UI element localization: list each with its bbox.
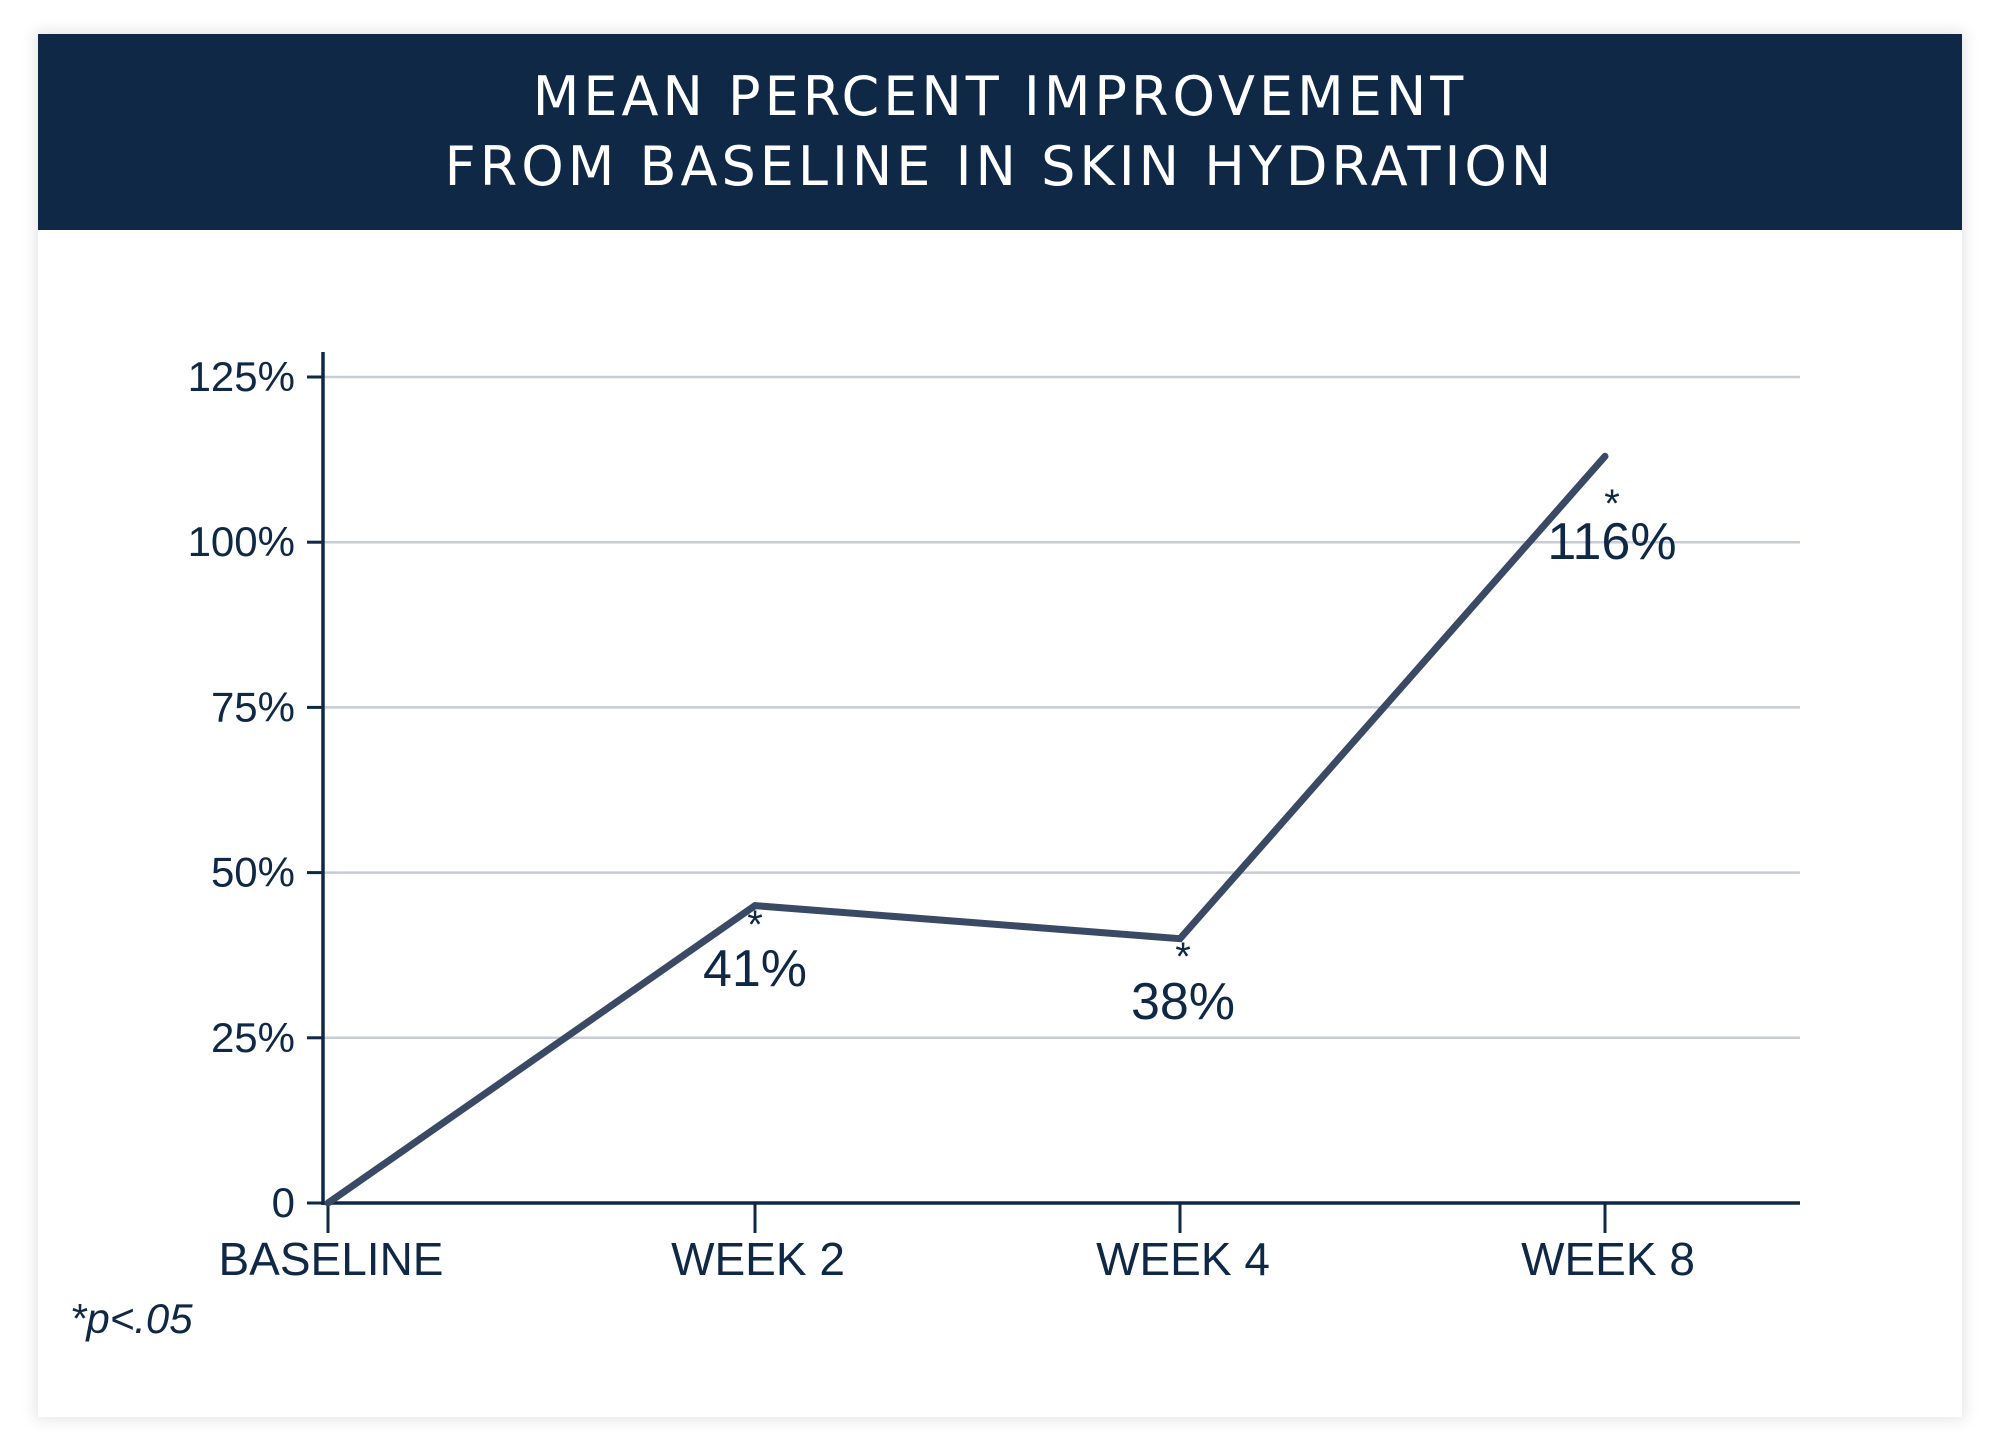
- significance-marker: *: [1175, 935, 1191, 979]
- y-tick-label: 0: [272, 1179, 295, 1226]
- chart-card: MEAN PERCENT IMPROVEMENT FROM BASELINE I…: [38, 34, 1962, 1417]
- x-tick-label: WEEK 4: [1096, 1233, 1270, 1285]
- series-line: [324, 452, 1609, 1207]
- y-tick-label: 25%: [211, 1014, 295, 1061]
- y-tick-label: 125%: [188, 353, 295, 400]
- x-tick-label: WEEK 2: [671, 1233, 845, 1285]
- chart-title-line-1: MEAN PERCENT IMPROVEMENT: [532, 65, 1468, 128]
- data-label: 41%: [703, 940, 807, 998]
- x-tick-label: BASELINE: [219, 1233, 444, 1285]
- significance-marker: *: [747, 903, 763, 947]
- data-label: 116%: [1547, 513, 1676, 571]
- y-tick-label: 75%: [211, 683, 295, 730]
- significance-footnote: *p<.05: [70, 1295, 193, 1342]
- y-tick-label: 100%: [188, 518, 295, 565]
- y-tick-label: 50%: [211, 849, 295, 896]
- chart-header: MEAN PERCENT IMPROVEMENT FROM BASELINE I…: [38, 34, 1962, 230]
- x-tick-label: WEEK 8: [1521, 1233, 1695, 1285]
- significance-marker: *: [1604, 482, 1620, 526]
- chart-title-line-2: FROM BASELINE IN SKIN HYDRATION: [444, 135, 1556, 198]
- data-label: 38%: [1131, 973, 1235, 1031]
